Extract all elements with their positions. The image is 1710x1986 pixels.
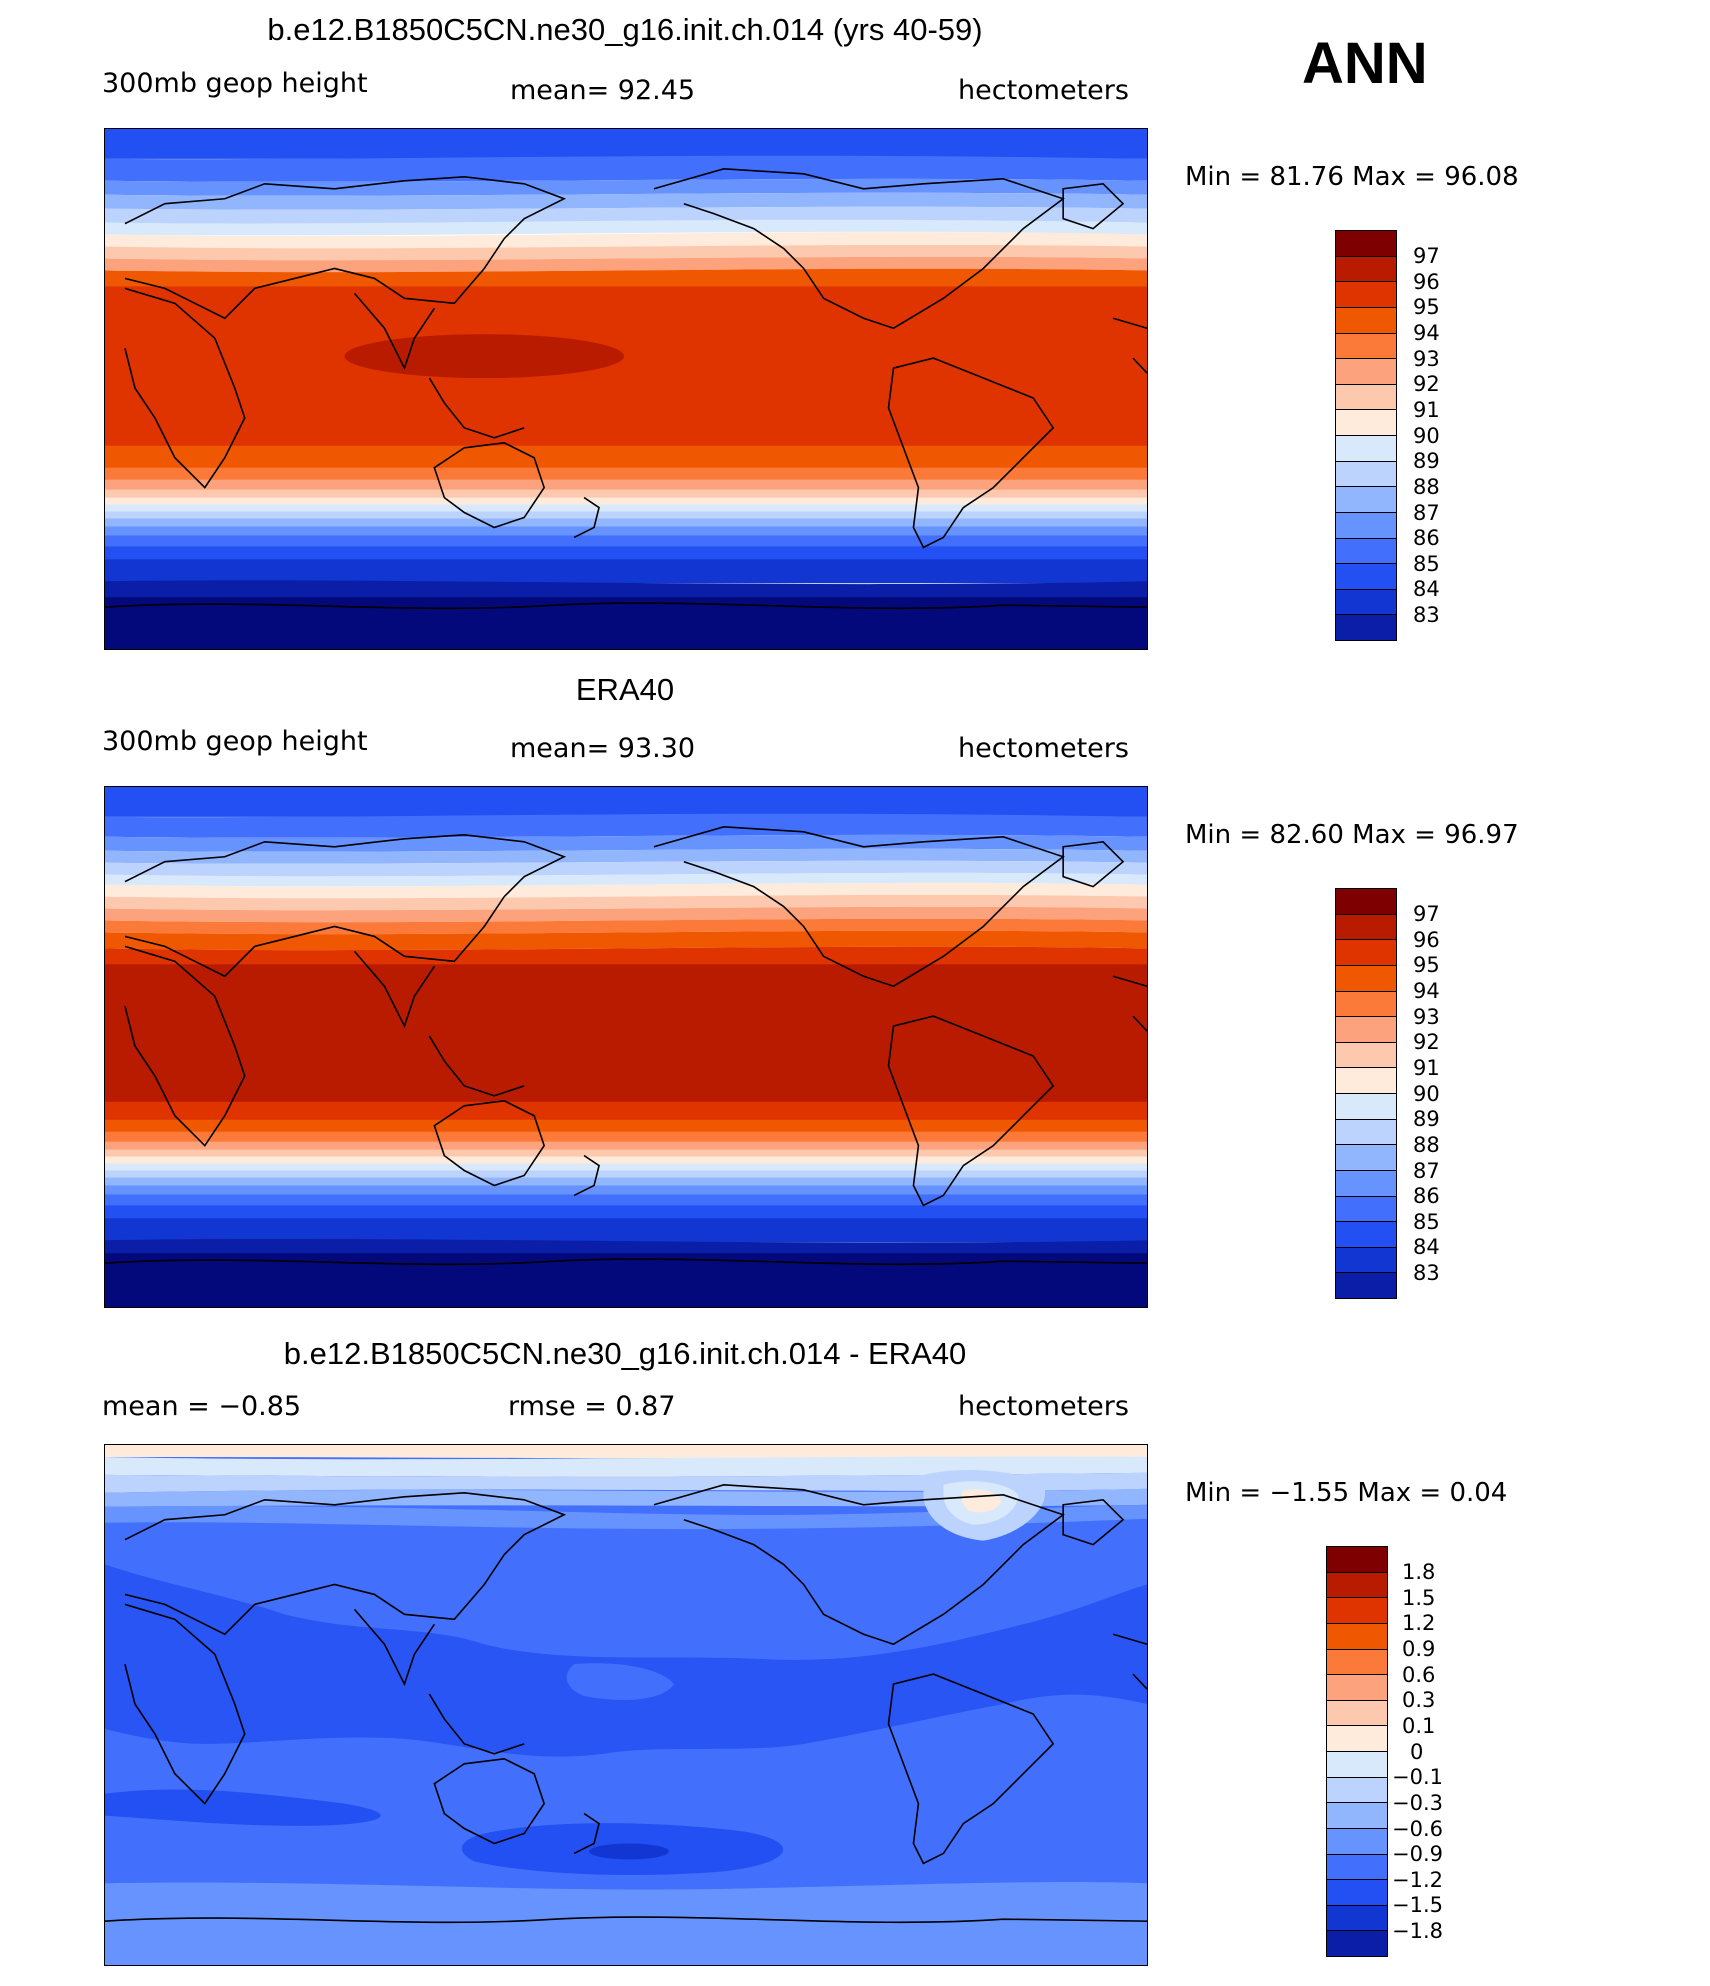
panel3-colorbar-label: 0.9 <box>1402 1637 1436 1661</box>
panel2-colorbar-label: 91 <box>1413 1056 1440 1080</box>
panel3-colorbar-label: 0 <box>1410 1740 1424 1764</box>
panel3-map <box>104 1444 1148 1966</box>
panel1-variable-label: 300mb geop height <box>102 68 368 99</box>
panel3-colorbar-label: −0.1 <box>1392 1765 1443 1789</box>
panel1-colorbar-label: 97 <box>1413 244 1440 268</box>
panel3-colorbar-label: 1.5 <box>1402 1586 1436 1610</box>
panel2-colorbar-label: 86 <box>1413 1184 1440 1208</box>
panel3-colorbar-label: −1.8 <box>1392 1919 1443 1943</box>
panel1-colorbar <box>1335 230 1397 641</box>
panel1-colorbar-label: 92 <box>1413 372 1440 396</box>
panel2-contour-map <box>105 787 1147 1307</box>
panel3-colorbar-label: −1.5 <box>1392 1893 1443 1917</box>
panel2-title: ERA40 <box>575 672 675 707</box>
panel1-colorbar-label: 93 <box>1413 347 1440 371</box>
panel2-colorbar-label: 95 <box>1413 953 1440 977</box>
panel1-mean-label: mean= 92.45 <box>510 75 696 106</box>
panel1-title: b.e12.B1850C5CN.ne30_g16.init.ch.014 (yr… <box>267 12 983 47</box>
panel1-colorbar-label: 90 <box>1413 424 1440 448</box>
panel2-variable-label: 300mb geop height <box>102 726 368 757</box>
panel2-colorbar-label: 97 <box>1413 902 1440 926</box>
panel2-colorbar-label: 88 <box>1413 1133 1440 1157</box>
panel3-colorbar-label: 1.2 <box>1402 1611 1436 1635</box>
panel3-colorbar-label: −0.9 <box>1392 1842 1443 1866</box>
panel2-colorbar-label: 92 <box>1413 1030 1440 1054</box>
panel2-colorbar-label: 87 <box>1413 1159 1440 1183</box>
panel2-mean-label: mean= 93.30 <box>510 733 696 764</box>
panel3-colorbar-label: −0.6 <box>1392 1817 1443 1841</box>
panel1-colorbar-label: 94 <box>1413 321 1440 345</box>
panel3-colorbar-label: −1.2 <box>1392 1868 1443 1892</box>
panel1-colorbar-label: 91 <box>1413 398 1440 422</box>
coastline-outlines <box>105 826 1147 1266</box>
panel2-colorbar-label: 85 <box>1413 1210 1440 1234</box>
panel1-colorbar-label: 88 <box>1413 475 1440 499</box>
panel3-title: b.e12.B1850C5CN.ne30_g16.init.ch.014 - E… <box>283 1336 967 1371</box>
panel2-colorbar-label: 89 <box>1413 1107 1440 1131</box>
panel3-colorbar <box>1326 1546 1388 1957</box>
panel1-units-label: hectometers <box>958 75 1129 106</box>
panel2-colorbar-label: 94 <box>1413 979 1440 1003</box>
panel2-colorbar <box>1335 888 1397 1299</box>
panel1-minmax: Min = 81.76 Max = 96.08 <box>1185 162 1519 192</box>
panel2-colorbar-label: 84 <box>1413 1235 1440 1259</box>
panel3-rmse-label: rmse = 0.87 <box>508 1391 676 1422</box>
panel3-colorbar-label: 0.3 <box>1402 1688 1436 1712</box>
coastline-outlines <box>105 1484 1147 1924</box>
panel2-colorbar-label: 93 <box>1413 1005 1440 1029</box>
panel1-map <box>104 128 1148 650</box>
panel2-colorbar-label: 96 <box>1413 928 1440 952</box>
panel2-units-label: hectometers <box>958 733 1129 764</box>
panel1-colorbar-label: 84 <box>1413 577 1440 601</box>
panel2-colorbar-label: 83 <box>1413 1261 1440 1285</box>
panel2-map <box>104 786 1148 1308</box>
panel1-colorbar-label: 85 <box>1413 552 1440 576</box>
panel3-colorbar-label: −0.3 <box>1392 1791 1443 1815</box>
panel2-colorbar-label: 90 <box>1413 1082 1440 1106</box>
panel3-colorbar-label: 0.6 <box>1402 1663 1436 1687</box>
panel1-colorbar-label: 89 <box>1413 449 1440 473</box>
panel3-mean-label: mean = −0.85 <box>102 1391 302 1422</box>
panel1-colorbar-label: 95 <box>1413 295 1440 319</box>
panel3-colorbar-label: 1.8 <box>1402 1560 1436 1584</box>
panel3-units-label: hectometers <box>958 1391 1129 1422</box>
panel3-minmax: Min = −1.55 Max = 0.04 <box>1185 1478 1508 1508</box>
coastline-outlines <box>105 168 1147 610</box>
panel2-minmax: Min = 82.60 Max = 96.97 <box>1185 820 1519 850</box>
panel1-contour-map <box>105 129 1147 649</box>
panel3-contour-map <box>105 1445 1147 1965</box>
season-label: ANN <box>1302 31 1428 96</box>
panel1-colorbar-label: 87 <box>1413 501 1440 525</box>
panel1-colorbar-label: 96 <box>1413 270 1440 294</box>
panel3-colorbar-label: 0.1 <box>1402 1714 1436 1738</box>
panel1-colorbar-label: 86 <box>1413 526 1440 550</box>
panel1-colorbar-label: 83 <box>1413 603 1440 627</box>
